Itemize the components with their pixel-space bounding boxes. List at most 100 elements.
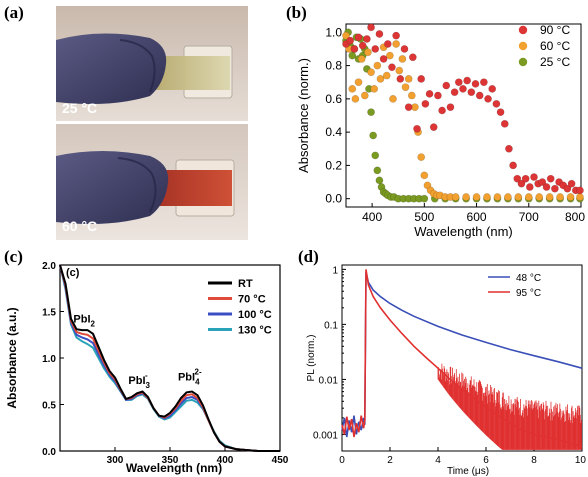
chart-b-point: [475, 91, 484, 100]
chart-c-xtick-label: 350: [162, 455, 179, 466]
chart-b-point: [471, 79, 480, 88]
glove-fold-25c: [119, 39, 156, 93]
chart-b-point: [383, 40, 392, 48]
chart-b-point: [429, 123, 438, 132]
chart-b-point: [369, 131, 378, 140]
photo-60c-caption: 60 °C: [62, 218, 97, 234]
chart-c-legend: RT 70 °C 100 °C 130 °C: [208, 278, 272, 337]
chart-c-series-line: [59, 264, 280, 452]
gloved-hand-25c: [56, 33, 167, 104]
chart-b-point: [417, 75, 426, 83]
chart-b-point: [576, 193, 584, 201]
chart-b-point: [484, 94, 492, 103]
chart-c-xtick-label: 400: [217, 455, 234, 466]
chart-b-point: [392, 40, 401, 48]
chart-c-ytick-label: 2.0: [42, 261, 56, 272]
chart-b-point: [463, 76, 472, 85]
chart-b-point: [517, 179, 526, 188]
chart-b-legend-label: 60 °C: [540, 39, 570, 53]
panel-c: (c) (c) 300 350 400 450 0.0 0.5 1.0 1.5 2.0 Wavel…: [4, 247, 289, 475]
chart-c-ytick-label: 1.5: [42, 308, 56, 319]
chart-b-point: [509, 161, 518, 170]
chart-b-point: [493, 193, 502, 201]
chart-b-point: [442, 81, 451, 90]
chart-b-point: [360, 91, 369, 100]
chart-b-point: [542, 183, 551, 191]
chart-b-point: [462, 193, 471, 201]
chart-c-xlabel: Wavelength (nm): [126, 461, 222, 475]
chart-b-point: [488, 84, 497, 93]
chart-c-annotation-sup: 2-: [195, 367, 202, 376]
chart-b-point: [503, 193, 512, 201]
chart-c-annotation-sub: 2: [91, 320, 96, 329]
chart-b-point: [375, 30, 384, 38]
chart-b-ytick-label: 0.8: [325, 59, 342, 73]
chart-c-legend-label: 130 °C: [238, 325, 272, 337]
chart-b-legend-label: 25 °C: [540, 55, 570, 69]
panel-b: (b) 400 500 600 700 800 0.0 0.2 0.4 0.6 0.8 1.0 Wav…: [286, 3, 585, 239]
chart-b-ytick-label: 1.0: [325, 25, 342, 39]
chart-b-point: [371, 151, 380, 160]
chart-b-point: [450, 88, 459, 97]
chart-b-point: [373, 166, 382, 175]
gloved-hand-60c: [56, 151, 169, 224]
chart-b-point: [524, 193, 533, 201]
chart-c-ytick-label: 0.5: [42, 401, 56, 412]
chart-b-point: [370, 84, 379, 93]
chart-b-point: [385, 51, 394, 60]
chart-b-legend-marker: [518, 41, 528, 51]
chart-c-annotation-sub: 3: [146, 381, 151, 390]
chart-b-series: [342, 31, 584, 201]
chart-b-point: [389, 94, 397, 103]
chart-d-xtick-label: 8: [531, 455, 537, 466]
chart-c-annotation: PbI42-: [178, 367, 202, 386]
chart-b-xtick-label: 700: [519, 210, 539, 224]
chart-b-ytick-label: 0.4: [325, 125, 342, 139]
chart-b-xtick-label: 600: [467, 210, 487, 224]
chart-b-point: [396, 75, 405, 83]
chart-b-point: [556, 193, 565, 201]
panel-c-inner-label: (c): [66, 267, 80, 279]
chart-b-point: [550, 184, 559, 193]
chart-b: 400 500 600 700 800 0.0 0.2 0.4 0.6 0.8 1.0 Wavelen…: [296, 23, 585, 239]
chart-b-xtick-label: 400: [362, 210, 382, 224]
chart-d-legend: 48 °C 95 °C: [488, 273, 541, 299]
chart-d-xtick-label: 6: [483, 455, 489, 466]
chart-c-xtick-label: 450: [272, 455, 289, 466]
chart-b-point: [500, 119, 509, 128]
chart-d-series-line: [341, 269, 583, 448]
chart-b-point: [446, 103, 455, 112]
chart-d-xtick-label: 10: [575, 455, 587, 466]
chart-b-point: [417, 153, 426, 161]
chart-b-point: [398, 55, 407, 63]
chart-b-legend-marker: [518, 25, 528, 35]
chart-c-annotation: PbI2: [73, 314, 95, 329]
chart-b-point: [395, 66, 404, 75]
chart-b-series: [342, 23, 584, 195]
photo-25c: 25 °C: [56, 6, 248, 121]
chart-b-point: [425, 89, 434, 98]
chart-b-point: [513, 174, 522, 183]
chart-b-point: [348, 84, 357, 93]
photo-60c: 60 °C: [56, 124, 248, 240]
chart-b-point: [373, 61, 382, 70]
chart-b-legend: 90 °C 60 °C 25 °C: [518, 23, 570, 69]
chart-d-ylabel: PL (norm.): [306, 335, 317, 382]
chart-c-ylabel: Absorbance (a.u.): [5, 307, 19, 408]
chart-b-point: [348, 51, 357, 60]
chart-c-annotation: PbI3-: [128, 371, 150, 390]
chart-b-point: [576, 186, 584, 195]
chart-b-point: [505, 144, 513, 153]
chart-b-point: [400, 45, 409, 53]
chart-c-ytick-label: 1.0: [42, 354, 56, 365]
glove-fold-60c: [117, 157, 157, 213]
chart-d-xtick-label: 0: [339, 455, 345, 466]
chart-b-point: [362, 35, 371, 43]
chart-d-noise-95: [437, 363, 582, 450]
chart-b-point: [472, 193, 481, 201]
chart-b-point: [451, 193, 460, 201]
chart-c: 300 350 400 450 0.0 0.5 1.0 1.5 2.0 Wavelength (n…: [5, 261, 289, 475]
chart-c-annotation-sub: 4: [195, 377, 200, 386]
chart-c-legend-label: RT: [238, 278, 253, 290]
chart-b-point: [483, 193, 491, 201]
